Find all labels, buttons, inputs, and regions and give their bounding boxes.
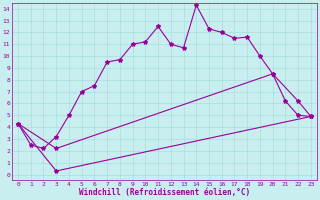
X-axis label: Windchill (Refroidissement éolien,°C): Windchill (Refroidissement éolien,°C) — [79, 188, 250, 197]
